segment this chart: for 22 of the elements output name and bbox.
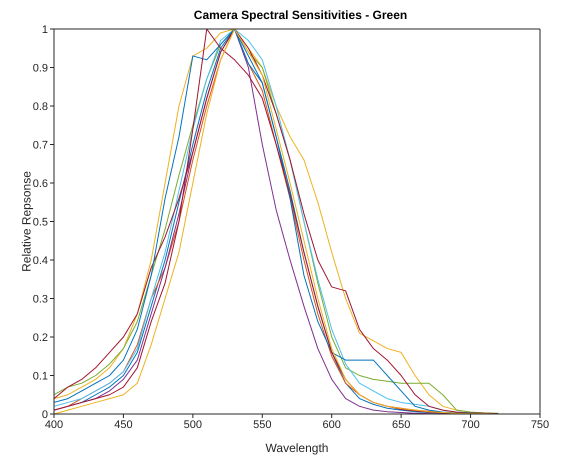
x-tick-label: 600	[322, 418, 341, 431]
x-axis-title: Wavelength	[266, 441, 328, 455]
y-tick-label: 0.6	[32, 178, 48, 190]
y-tick-label: 0.2	[32, 332, 48, 344]
chart-title: Camera Spectral Sensitivities - Green	[192, 8, 408, 22]
y-axis-title: Relative Repsonse	[19, 170, 34, 272]
y-tick-label: 0.5	[32, 216, 48, 228]
y-tick-label: 0.8	[32, 100, 48, 113]
x-tick-label: 700	[461, 418, 480, 431]
y-tick-label: 0.1	[32, 370, 48, 382]
x-tick-label: 650	[392, 418, 410, 431]
x-tick-label: 400	[44, 418, 64, 431]
x-tick-label: 500	[184, 418, 202, 431]
y-tick-label: 0.4	[32, 254, 48, 267]
y-tick-label: 0.3	[32, 293, 48, 306]
y-tick-label: 1	[42, 24, 48, 36]
y-tick-label: 0.9	[32, 62, 48, 74]
y-tick-label: 0	[42, 408, 48, 421]
x-tick-label: 750	[530, 418, 550, 431]
y-tick-label: 0.7	[32, 139, 48, 152]
x-tick-label: 450	[114, 418, 133, 431]
x-tick-label: 550	[253, 418, 272, 431]
